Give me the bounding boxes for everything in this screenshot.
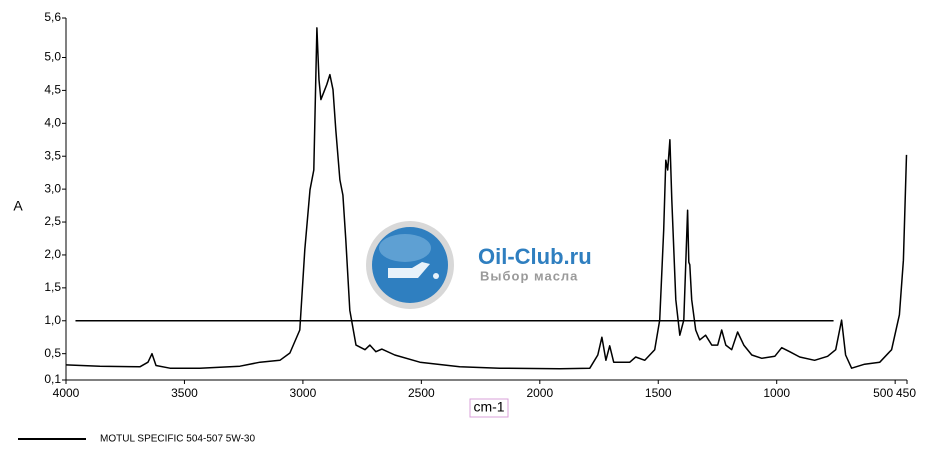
watermark-title: Oil-Club.ru <box>478 244 592 269</box>
watermark-subtitle: Выбор масла <box>480 268 578 283</box>
y-tick-label: 3,0 <box>44 181 61 195</box>
x-axis-label: cm-1 <box>473 399 504 415</box>
y-tick-label: 5,6 <box>44 10 61 24</box>
y-tick-label: 3,5 <box>44 148 61 162</box>
x-tick-label: 2500 <box>408 386 435 400</box>
y-tick-label: 5,0 <box>44 50 61 64</box>
x-label-box <box>469 398 509 418</box>
logo-shine <box>379 234 431 262</box>
x-tick-label: 4000 <box>53 386 80 400</box>
logo-drop <box>433 273 439 279</box>
y-tick-label: 0,5 <box>44 346 61 360</box>
y-tick-label: 2,0 <box>44 247 61 261</box>
logo-can <box>388 262 430 278</box>
y-axis-label: A <box>13 198 23 214</box>
y-tick-label: 4,5 <box>44 83 61 97</box>
spectrum-line <box>65 27 908 370</box>
x-tick-label: 500 <box>873 386 893 400</box>
x-tick-label: 450 <box>896 386 916 400</box>
x-tick-label: 2000 <box>526 386 553 400</box>
y-tick-label: 0,1 <box>44 372 61 386</box>
watermark-logo <box>366 221 454 309</box>
legend-label: MOTUL SPECIFIC 504-507 5W-30 <box>100 434 255 445</box>
y-tick-label: 2,5 <box>44 214 61 228</box>
x-tick-label: 3500 <box>171 386 198 400</box>
y-tick-label: 1,0 <box>44 313 61 327</box>
y-tick-label: 1,5 <box>44 280 61 294</box>
x-tick-label: 1000 <box>763 386 790 400</box>
y-tick-label: 4,0 <box>44 115 61 129</box>
x-tick-label: 3000 <box>290 386 317 400</box>
x-tick-label: 1500 <box>645 386 672 400</box>
